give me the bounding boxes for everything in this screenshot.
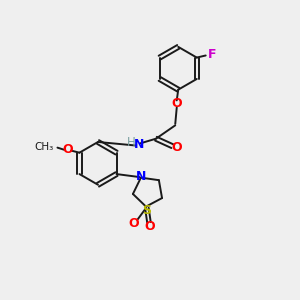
- Text: H: H: [127, 136, 136, 149]
- Text: N: N: [134, 138, 145, 151]
- Text: CH₃: CH₃: [34, 142, 54, 152]
- Text: O: O: [129, 217, 140, 230]
- Text: N: N: [136, 170, 146, 183]
- Text: O: O: [171, 98, 182, 110]
- Text: O: O: [144, 220, 155, 233]
- Text: F: F: [207, 48, 216, 61]
- Text: O: O: [62, 143, 73, 156]
- Text: O: O: [172, 140, 182, 154]
- Text: S: S: [142, 204, 152, 217]
